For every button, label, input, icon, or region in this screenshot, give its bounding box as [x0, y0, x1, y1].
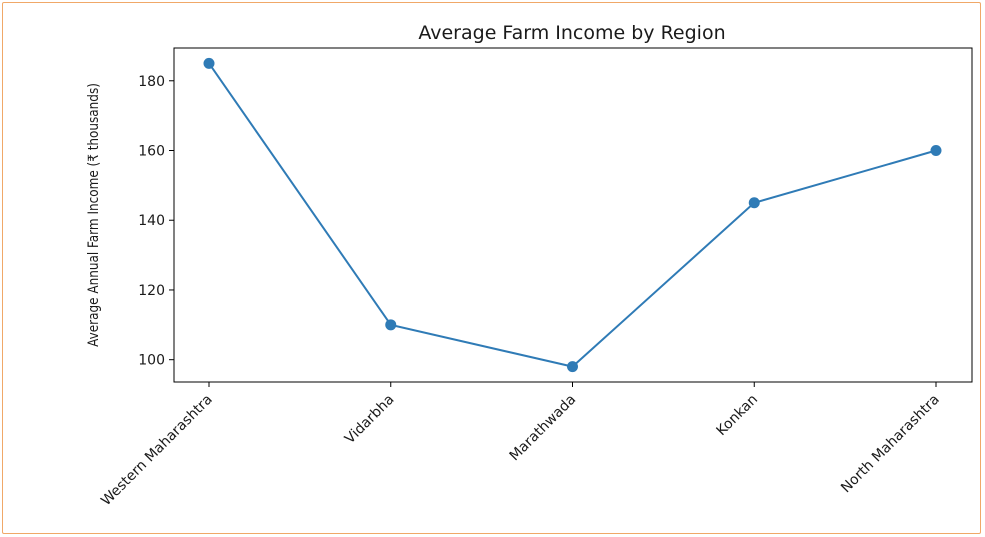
y-tick-label: 140 — [138, 213, 165, 229]
data-point — [748, 197, 760, 209]
data-point — [567, 361, 578, 373]
y-axis: 100 120 140 160 180 — [138, 74, 174, 369]
plot-area — [173, 47, 973, 383]
x-axis: Western Maharashtra Vidarbha Marathwada Kon… — [98, 382, 943, 509]
x-tick-label: Konkan — [714, 392, 762, 440]
data-point — [930, 145, 942, 157]
y-tick-label: 180 — [138, 74, 165, 90]
series-income — [203, 57, 942, 373]
y-axis-label: Average Annual Farm Income (₹ thousands) — [86, 83, 102, 347]
data-point — [203, 57, 215, 69]
chart-title: Average Farm Income by Region — [418, 22, 725, 44]
x-tick-label: Marathwada — [507, 392, 580, 465]
x-tick-label: North Maharashtra — [838, 392, 943, 497]
data-point — [385, 319, 397, 331]
y-tick-label: 120 — [138, 283, 165, 299]
x-tick-label: Western Maharashtra — [98, 392, 216, 510]
x-tick-label: Vidarbha — [342, 392, 398, 448]
y-tick-label: 160 — [138, 144, 165, 160]
series-line — [208, 62, 937, 368]
y-tick-label: 100 — [138, 353, 165, 369]
